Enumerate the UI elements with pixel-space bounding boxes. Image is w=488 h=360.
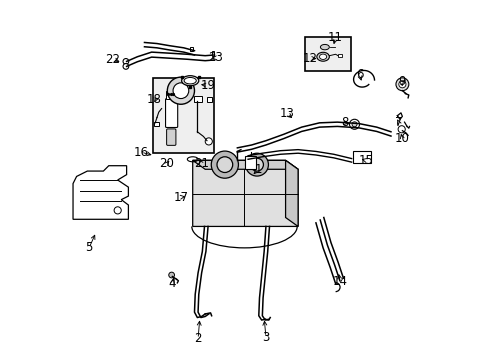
Text: 11: 11 <box>327 31 343 44</box>
Text: 12: 12 <box>303 52 317 65</box>
Circle shape <box>211 151 238 178</box>
FancyBboxPatch shape <box>154 122 159 126</box>
Circle shape <box>123 59 128 64</box>
Text: 16: 16 <box>133 146 148 159</box>
Circle shape <box>351 122 356 127</box>
Text: 3: 3 <box>262 331 269 344</box>
Text: 19: 19 <box>200 79 215 92</box>
Text: 17: 17 <box>173 191 188 204</box>
Text: 2: 2 <box>194 333 202 346</box>
Ellipse shape <box>181 76 198 86</box>
Text: 20: 20 <box>159 157 174 170</box>
Text: 18: 18 <box>147 93 162 106</box>
Circle shape <box>167 77 194 104</box>
Text: 6: 6 <box>355 68 363 81</box>
Text: 9: 9 <box>397 75 405 88</box>
Circle shape <box>217 157 232 172</box>
FancyBboxPatch shape <box>206 97 212 102</box>
Circle shape <box>397 126 405 133</box>
Circle shape <box>173 83 188 99</box>
Polygon shape <box>192 160 298 169</box>
FancyBboxPatch shape <box>304 37 350 71</box>
Text: 21: 21 <box>194 157 209 170</box>
Text: 8: 8 <box>341 116 348 129</box>
FancyBboxPatch shape <box>165 99 177 127</box>
Text: 7: 7 <box>394 116 402 129</box>
Ellipse shape <box>184 77 196 84</box>
Text: 4: 4 <box>168 277 176 290</box>
FancyBboxPatch shape <box>165 91 177 99</box>
FancyBboxPatch shape <box>166 129 176 145</box>
Ellipse shape <box>320 44 328 50</box>
Text: 10: 10 <box>394 132 409 145</box>
FancyBboxPatch shape <box>337 54 341 58</box>
Ellipse shape <box>319 54 326 59</box>
Text: 15: 15 <box>358 154 373 167</box>
Circle shape <box>395 78 408 91</box>
Circle shape <box>123 64 128 69</box>
Text: 13: 13 <box>279 107 294 120</box>
FancyBboxPatch shape <box>211 51 214 56</box>
Text: 14: 14 <box>332 275 347 288</box>
Text: 1: 1 <box>254 163 261 176</box>
FancyBboxPatch shape <box>244 156 255 169</box>
Polygon shape <box>285 160 298 226</box>
FancyBboxPatch shape <box>190 47 193 51</box>
FancyBboxPatch shape <box>193 96 201 102</box>
Text: 22: 22 <box>105 53 121 66</box>
Circle shape <box>250 158 263 171</box>
Text: 23: 23 <box>208 51 223 64</box>
Circle shape <box>168 272 174 278</box>
FancyBboxPatch shape <box>153 78 214 153</box>
Circle shape <box>245 153 268 176</box>
Text: 5: 5 <box>85 241 93 255</box>
FancyBboxPatch shape <box>353 152 370 163</box>
Ellipse shape <box>316 52 328 61</box>
Polygon shape <box>192 160 298 226</box>
Circle shape <box>398 81 405 88</box>
Circle shape <box>114 207 121 214</box>
Circle shape <box>205 138 212 145</box>
